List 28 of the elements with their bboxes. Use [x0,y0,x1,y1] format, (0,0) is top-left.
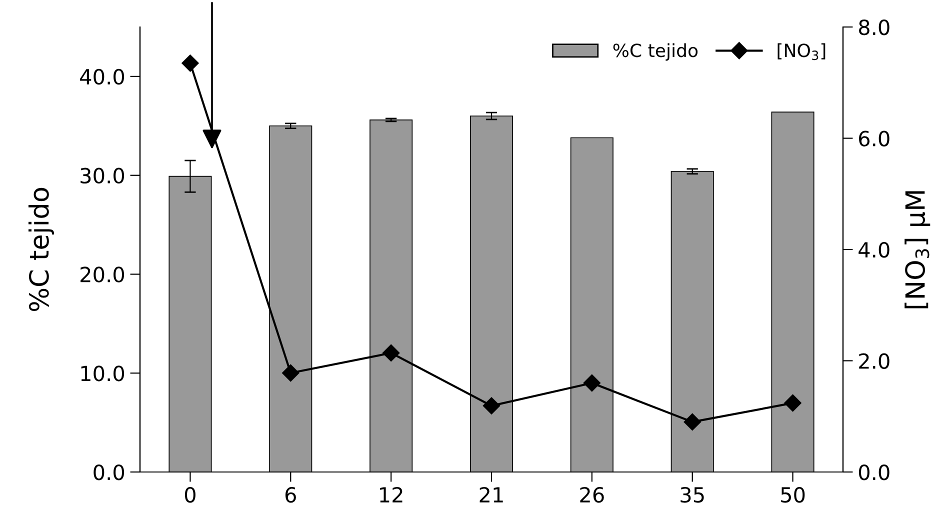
y-tick-label: 10.0 [81,366,124,382]
point [784,394,802,412]
x-tick-label: 50 [781,486,805,503]
x-tick-label: 0 [184,486,196,503]
legend-label: [NO$_{3}$] [778,43,826,60]
point [182,54,199,72]
x-tick-label: 21 [480,486,503,502]
y-tick-label: 20.0 [80,266,124,282]
legend-label: %C tejido [613,43,698,61]
point [583,374,600,392]
point [684,413,701,430]
y-tick-label: 40.0 [80,68,124,85]
y-tick-label: 0.0 [94,464,124,480]
y2-axis-title: [NO$_{3}$] µM [904,191,930,308]
x-tick-label: 6 [285,486,296,503]
point [382,344,400,362]
y2-tick-label: 4.0 [858,242,890,258]
y2-tick-label: 6.0 [859,130,890,146]
point [282,364,300,382]
y2-tick-label: 8.0 [858,19,890,36]
y-axis-title: %C tejido [28,188,54,312]
point [482,397,500,414]
x-tick-label: 35 [680,486,704,503]
x-tick-label: 12 [380,486,402,502]
y2-tick-label: 2.0 [859,353,890,369]
x-tick-label: 26 [580,486,604,503]
y-tick-label: 30.0 [80,168,124,184]
y2-tick-label: 0.0 [858,464,890,480]
